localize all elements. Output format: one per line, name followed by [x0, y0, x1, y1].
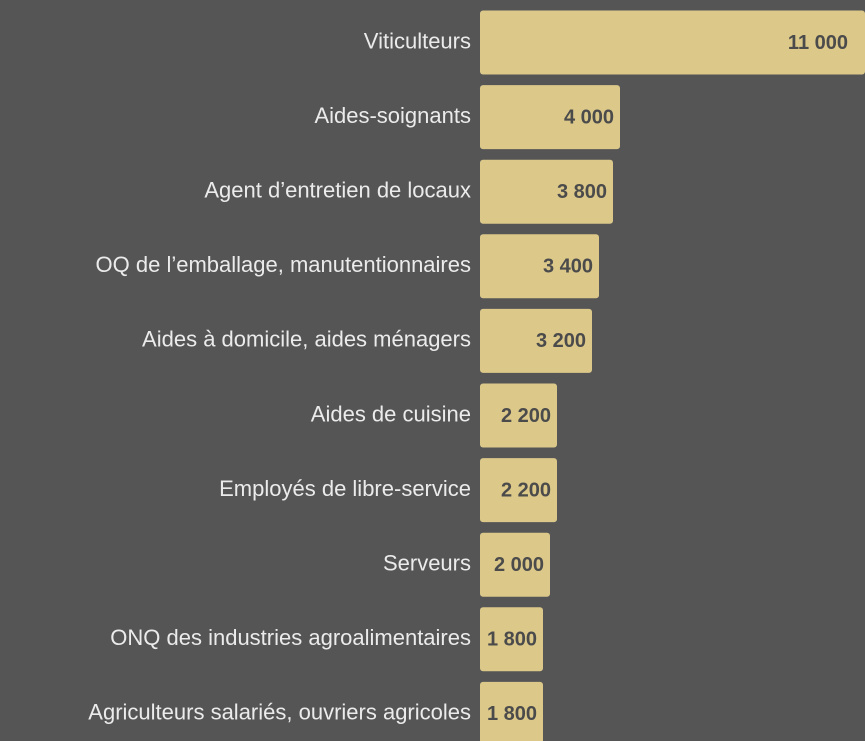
- value-label: 2 200: [501, 479, 551, 501]
- category-label: Aides-soignants: [314, 103, 471, 128]
- category-label: Agent d’entretien de locaux: [204, 178, 471, 203]
- category-label: Serveurs: [383, 551, 471, 576]
- bar: [480, 383, 557, 448]
- value-label: 1 800: [487, 703, 537, 725]
- category-label: Agriculteurs salariés, ouvriers agricole…: [88, 700, 471, 725]
- value-label: 2 200: [501, 405, 551, 427]
- category-label: Employés de libre-service: [219, 476, 471, 501]
- bar: [480, 85, 620, 150]
- bar: [480, 234, 599, 299]
- bar: [480, 10, 865, 75]
- value-label: 1 800: [487, 629, 537, 651]
- bar: [480, 159, 613, 224]
- category-label: Aides à domicile, aides ménagers: [142, 327, 471, 352]
- value-label: 3 800: [557, 181, 607, 203]
- bar: [480, 458, 557, 523]
- value-label: 2 000: [494, 554, 544, 576]
- category-label: Aides de cuisine: [311, 401, 471, 426]
- category-label: Viticulteurs: [364, 28, 471, 53]
- bar: [480, 607, 543, 672]
- category-label: ONQ des industries agroalimentaires: [110, 625, 471, 650]
- value-label: 4 000: [564, 106, 614, 128]
- bar: [480, 308, 592, 373]
- category-label: OQ de l’emballage, manutentionnaires: [96, 252, 471, 277]
- value-label: 3 200: [536, 330, 586, 352]
- bar: [480, 532, 550, 597]
- value-label: 11 000: [788, 32, 848, 54]
- bar: [480, 681, 543, 741]
- value-label: 3 400: [543, 256, 593, 278]
